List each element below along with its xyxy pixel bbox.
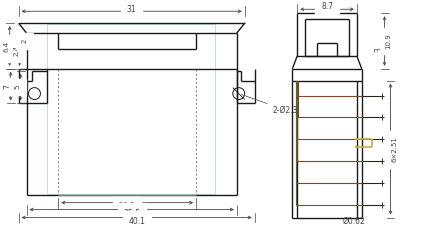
Text: 7: 7 bbox=[3, 84, 12, 89]
Text: 6.4: 6.4 bbox=[4, 40, 10, 51]
Text: 2.4: 2.4 bbox=[14, 45, 20, 56]
Text: 26.5: 26.5 bbox=[119, 202, 135, 211]
Text: 6×2.51: 6×2.51 bbox=[392, 136, 398, 162]
Text: Ø0.62: Ø0.62 bbox=[342, 217, 365, 226]
Text: 35.5: 35.5 bbox=[123, 209, 140, 218]
Text: 3: 3 bbox=[374, 47, 383, 52]
Text: 10.9: 10.9 bbox=[386, 33, 392, 49]
Text: 40.1: 40.1 bbox=[128, 217, 145, 226]
Text: 5: 5 bbox=[15, 85, 21, 89]
Text: 8.7: 8.7 bbox=[321, 2, 333, 11]
Text: 31: 31 bbox=[127, 5, 136, 14]
Text: 2-Ø2.3: 2-Ø2.3 bbox=[241, 95, 298, 114]
Text: 2: 2 bbox=[22, 39, 27, 43]
